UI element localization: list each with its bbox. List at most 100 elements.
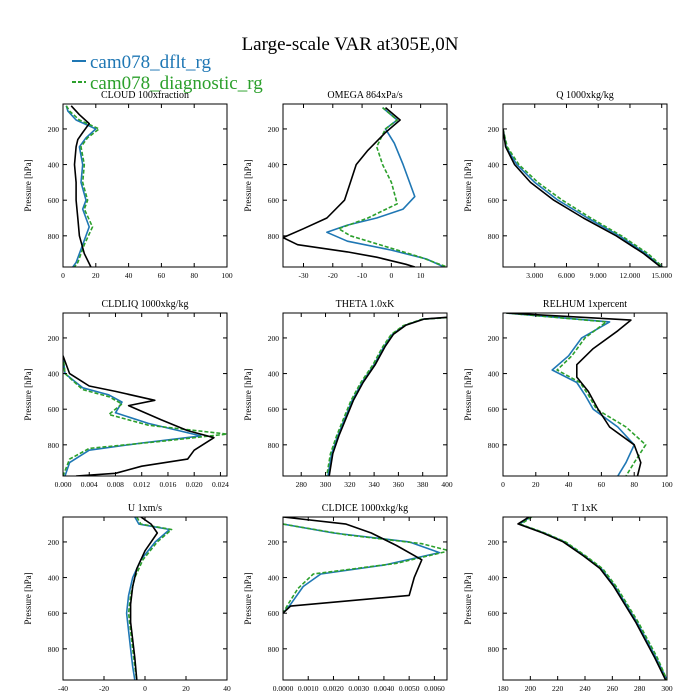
x-tick-label: 0.000: [55, 480, 72, 489]
series-line-2: [506, 313, 642, 476]
y-tick-label: 800: [268, 441, 280, 450]
y-axis-label: Pressure [hPa]: [243, 572, 253, 624]
series-line-1: [337, 106, 447, 267]
series-group: [325, 316, 447, 476]
x-tick-label: 180: [497, 684, 509, 693]
panel-0: CLOUD 100xfraction Pressure [hPa] 0 20 40 60 8…: [23, 90, 233, 280]
chart-title: Large-scale VAR at305E,0N: [242, 34, 459, 55]
y-tick-label: 400: [488, 574, 500, 583]
x-tick-label: 0.024: [212, 480, 229, 489]
x-tick-label: 60: [598, 480, 606, 489]
panel-grid: CLOUD 100xfraction Pressure [hPa] 0 20 40 60 8…: [23, 90, 673, 693]
panel-title: OMEGA 864xPa/s: [327, 90, 402, 101]
y-tick-label: 200: [268, 538, 280, 547]
y-tick-label: 400: [48, 370, 60, 379]
x-tick-label: 10: [417, 271, 425, 280]
series-line-0: [503, 128, 663, 267]
y-axis-label: Pressure [hPa]: [23, 572, 33, 624]
x-tick-label: -40: [58, 684, 68, 693]
plot-frame: [282, 312, 448, 477]
panel-title: CLDICE 1000xkg/kg: [322, 503, 408, 514]
panel-1: OMEGA 864xPa/s Pressure [hPa] -30 -20 -10 0 10…: [243, 90, 448, 280]
panel-title: THETA 1.0xK: [336, 299, 395, 310]
x-tick-label: 20: [182, 684, 190, 693]
series-group: [517, 517, 667, 680]
x-tick-label: 260: [607, 684, 619, 693]
y-axis-label: Pressure [hPa]: [23, 159, 33, 211]
y-tick-label: 600: [488, 196, 500, 205]
y-tick-label: 400: [48, 161, 60, 170]
series-group: [283, 106, 447, 267]
x-tick-label: 300: [320, 480, 332, 489]
y-tick-label: 800: [48, 441, 60, 450]
y-tick-label: 400: [268, 161, 280, 170]
x-tick-label: -30: [299, 271, 309, 280]
series-line-1: [63, 355, 227, 476]
x-tick-label: 100: [221, 271, 233, 280]
x-tick-label: 220: [552, 684, 564, 693]
y-tick-label: 400: [48, 574, 60, 583]
panel-title: RELHUM 1xpercent: [543, 299, 627, 310]
x-tick-label: 380: [417, 480, 429, 489]
x-tick-label: 40: [565, 480, 573, 489]
y-axis-label: Pressure [hPa]: [243, 368, 253, 420]
panel-3: CLDLIQ 1000xkg/kg Pressure [hPa] 0.000 0.00…: [23, 299, 229, 489]
series-line-2: [503, 128, 662, 267]
x-tick-label: 60: [158, 271, 166, 280]
plot-frame: [282, 103, 448, 268]
series-group: [125, 517, 173, 680]
x-tick-label: 0.0060: [424, 684, 445, 693]
y-tick-label: 200: [48, 538, 60, 547]
x-tick-label: 0.0010: [298, 684, 319, 693]
x-tick-label: 0: [501, 480, 505, 489]
x-tick-label: 0.012: [133, 480, 150, 489]
y-tick-label: 200: [48, 125, 60, 134]
legend: cam078_dflt_rg cam078_diagnostic_rg: [72, 52, 263, 94]
plot-frame: [282, 516, 448, 681]
x-tick-label: 20: [92, 271, 100, 280]
panel-7: CLDICE 1000xkg/kg Pressure [hPa] 0.0000 0.0…: [243, 503, 448, 693]
y-tick-label: 400: [268, 370, 280, 379]
y-tick-label: 400: [488, 370, 500, 379]
legend-label-diagnostic: cam078_diagnostic_rg: [90, 73, 263, 94]
y-tick-label: 800: [268, 645, 280, 654]
y-tick-label: 200: [488, 125, 500, 134]
series-line-2: [129, 517, 159, 680]
y-tick-label: 600: [268, 405, 280, 414]
x-tick-label: 340: [368, 480, 380, 489]
series-line-0: [65, 105, 97, 267]
x-tick-label: 360: [393, 480, 405, 489]
series-line-1: [283, 523, 447, 614]
y-tick-label: 200: [488, 538, 500, 547]
y-tick-label: 800: [268, 232, 280, 241]
x-tick-label: 0.0020: [323, 684, 344, 693]
x-tick-label: 0.0030: [348, 684, 369, 693]
x-tick-label: 280: [296, 480, 308, 489]
x-tick-label: 9.000: [590, 271, 607, 280]
x-tick-label: 12.000: [620, 271, 641, 280]
x-tick-label: 80: [190, 271, 198, 280]
series-group: [283, 517, 447, 614]
series-line-2: [328, 316, 447, 476]
x-tick-label: 0.008: [107, 480, 124, 489]
panel-title: CLOUD 100xfraction: [101, 90, 189, 101]
x-tick-label: 0: [389, 271, 393, 280]
y-tick-label: 800: [488, 645, 500, 654]
plot-frame: [502, 103, 668, 268]
series-group: [506, 313, 647, 476]
y-tick-label: 400: [488, 161, 500, 170]
plot-frame: [62, 312, 228, 477]
series-line-1: [503, 128, 664, 267]
x-tick-label: 0.0000: [273, 684, 294, 693]
x-tick-label: 20: [532, 480, 540, 489]
panel-title: Q 1000xkg/kg: [556, 90, 614, 101]
x-tick-label: 0.0050: [399, 684, 420, 693]
legend-label-dflt: cam078_dflt_rg: [90, 52, 212, 73]
y-tick-label: 600: [488, 609, 500, 618]
series-line-2: [283, 106, 416, 267]
series-line-0: [518, 517, 667, 680]
y-tick-label: 800: [488, 232, 500, 241]
x-tick-label: 3.000: [526, 271, 543, 280]
x-tick-label: 320: [344, 480, 356, 489]
